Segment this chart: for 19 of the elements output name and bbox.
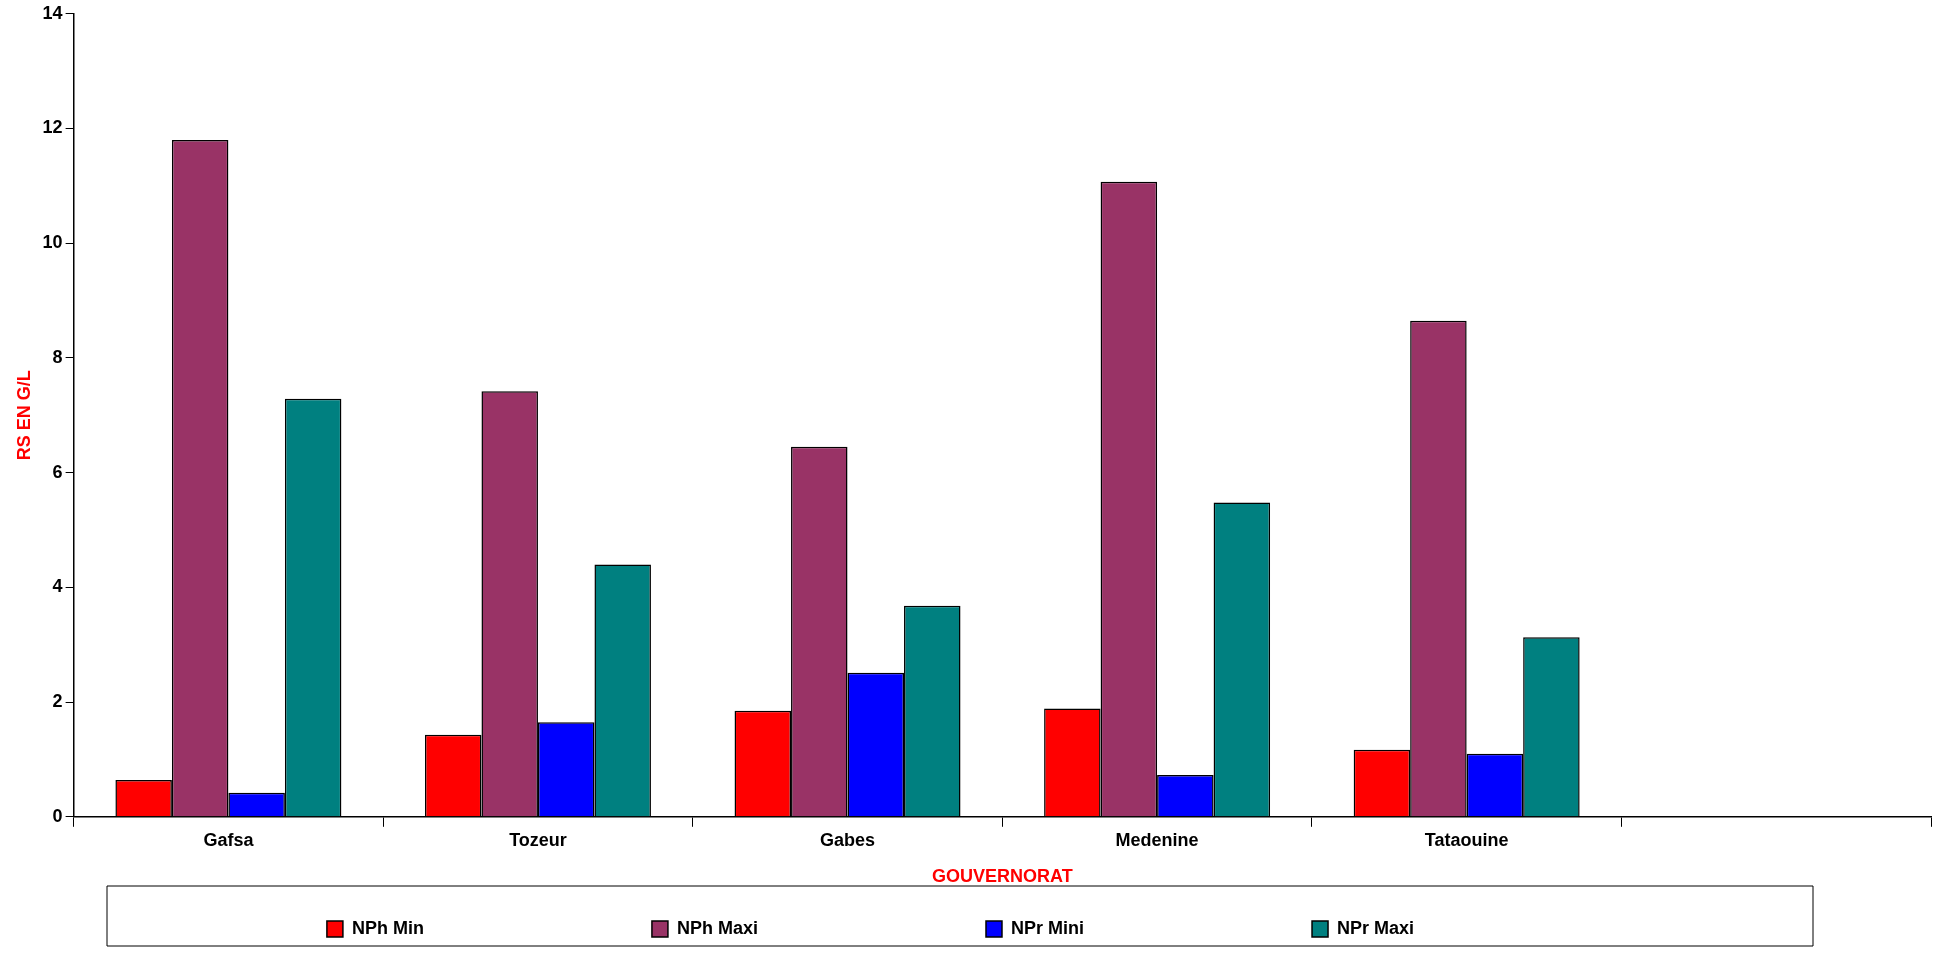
- y-tick-label: 0: [52, 805, 63, 826]
- y-tick-label: 2: [52, 691, 63, 712]
- y-tick-label: 8: [52, 346, 63, 367]
- y-tick-label: 14: [42, 2, 63, 23]
- x-tick-label: Gabes: [820, 829, 876, 850]
- legend-label: NPr Maxi: [1337, 917, 1615, 938]
- y-tick-label: 4: [52, 576, 63, 597]
- y-tick-label: 10: [42, 232, 63, 253]
- y-tick-label: 12: [42, 117, 63, 138]
- x-tick-label: Gafsa: [203, 829, 255, 850]
- x-tick-label: Tataouine: [1424, 829, 1509, 850]
- legend-label: NPr Mini: [1010, 917, 1285, 938]
- legend-label: NPh Min: [351, 917, 624, 938]
- y-axis-title: RS EN G/L: [13, 370, 34, 461]
- x-tick-label: Tozeur: [509, 829, 567, 850]
- legend-label: NPh Maxi: [676, 917, 958, 938]
- x-tick-label: Medenine: [1115, 829, 1199, 850]
- x-axis-title: GOUVERNORAT: [931, 866, 1073, 887]
- y-tick-label: 6: [52, 461, 63, 482]
